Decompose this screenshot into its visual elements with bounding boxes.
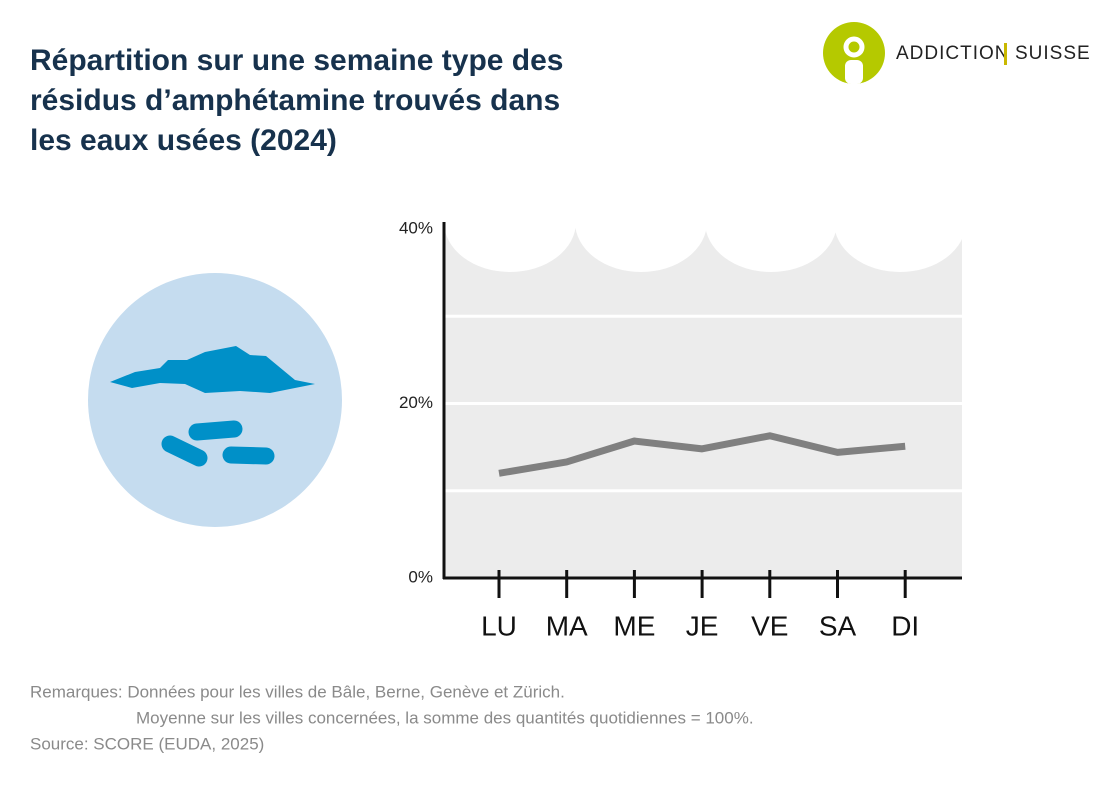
note: Remarques: Données pour les villes de Bâ… [30,682,565,701]
title-line: Répartition sur une semaine type des [30,44,563,77]
decoration [444,172,966,272]
data-line [498,432,906,477]
y-tick-label: 0% [408,567,433,586]
logo-text: ADDICTION [896,43,1010,64]
x-tick-label: LU [481,610,517,641]
illustration-pill [188,420,243,441]
title-line: résidus d’amphétamine trouvés dans [30,84,560,117]
plot-background [444,222,962,578]
x-tick-label: JE [686,610,719,641]
x-tick-label: MA [546,610,588,641]
logo-separator [1004,43,1007,65]
x-tick-label: ME [613,610,655,641]
illustration-circle [88,273,342,527]
notes: Remarques: Données pour les villes de Bâ… [30,682,754,753]
scallop [834,172,966,272]
x-tick-label: VE [751,610,788,641]
logo-text: SUISSE [1015,43,1091,64]
illustration-pill [222,446,275,465]
plot-area [444,172,966,578]
chart-title: Répartition sur une semaine type des rés… [30,44,563,157]
note: Moyenne sur les villes concernées, la so… [136,708,754,727]
y-tick-label: 40% [399,218,433,237]
x-tick-label: DI [891,610,919,641]
scallop [705,172,837,272]
illustration-shape [110,346,315,393]
y-tick-label: 20% [399,393,433,412]
illustration-pill [161,435,208,467]
illustration [88,273,342,527]
title-line: les eaux usées (2024) [30,124,337,157]
scallop [575,172,707,272]
note: Source: SCORE (EUDA, 2025) [30,734,264,753]
scallop [444,172,576,272]
x-tick-label: SA [819,610,857,641]
logo-icon [845,60,863,84]
logo: ADDICTION SUISSE [823,22,1091,84]
logo-icon [843,36,865,58]
